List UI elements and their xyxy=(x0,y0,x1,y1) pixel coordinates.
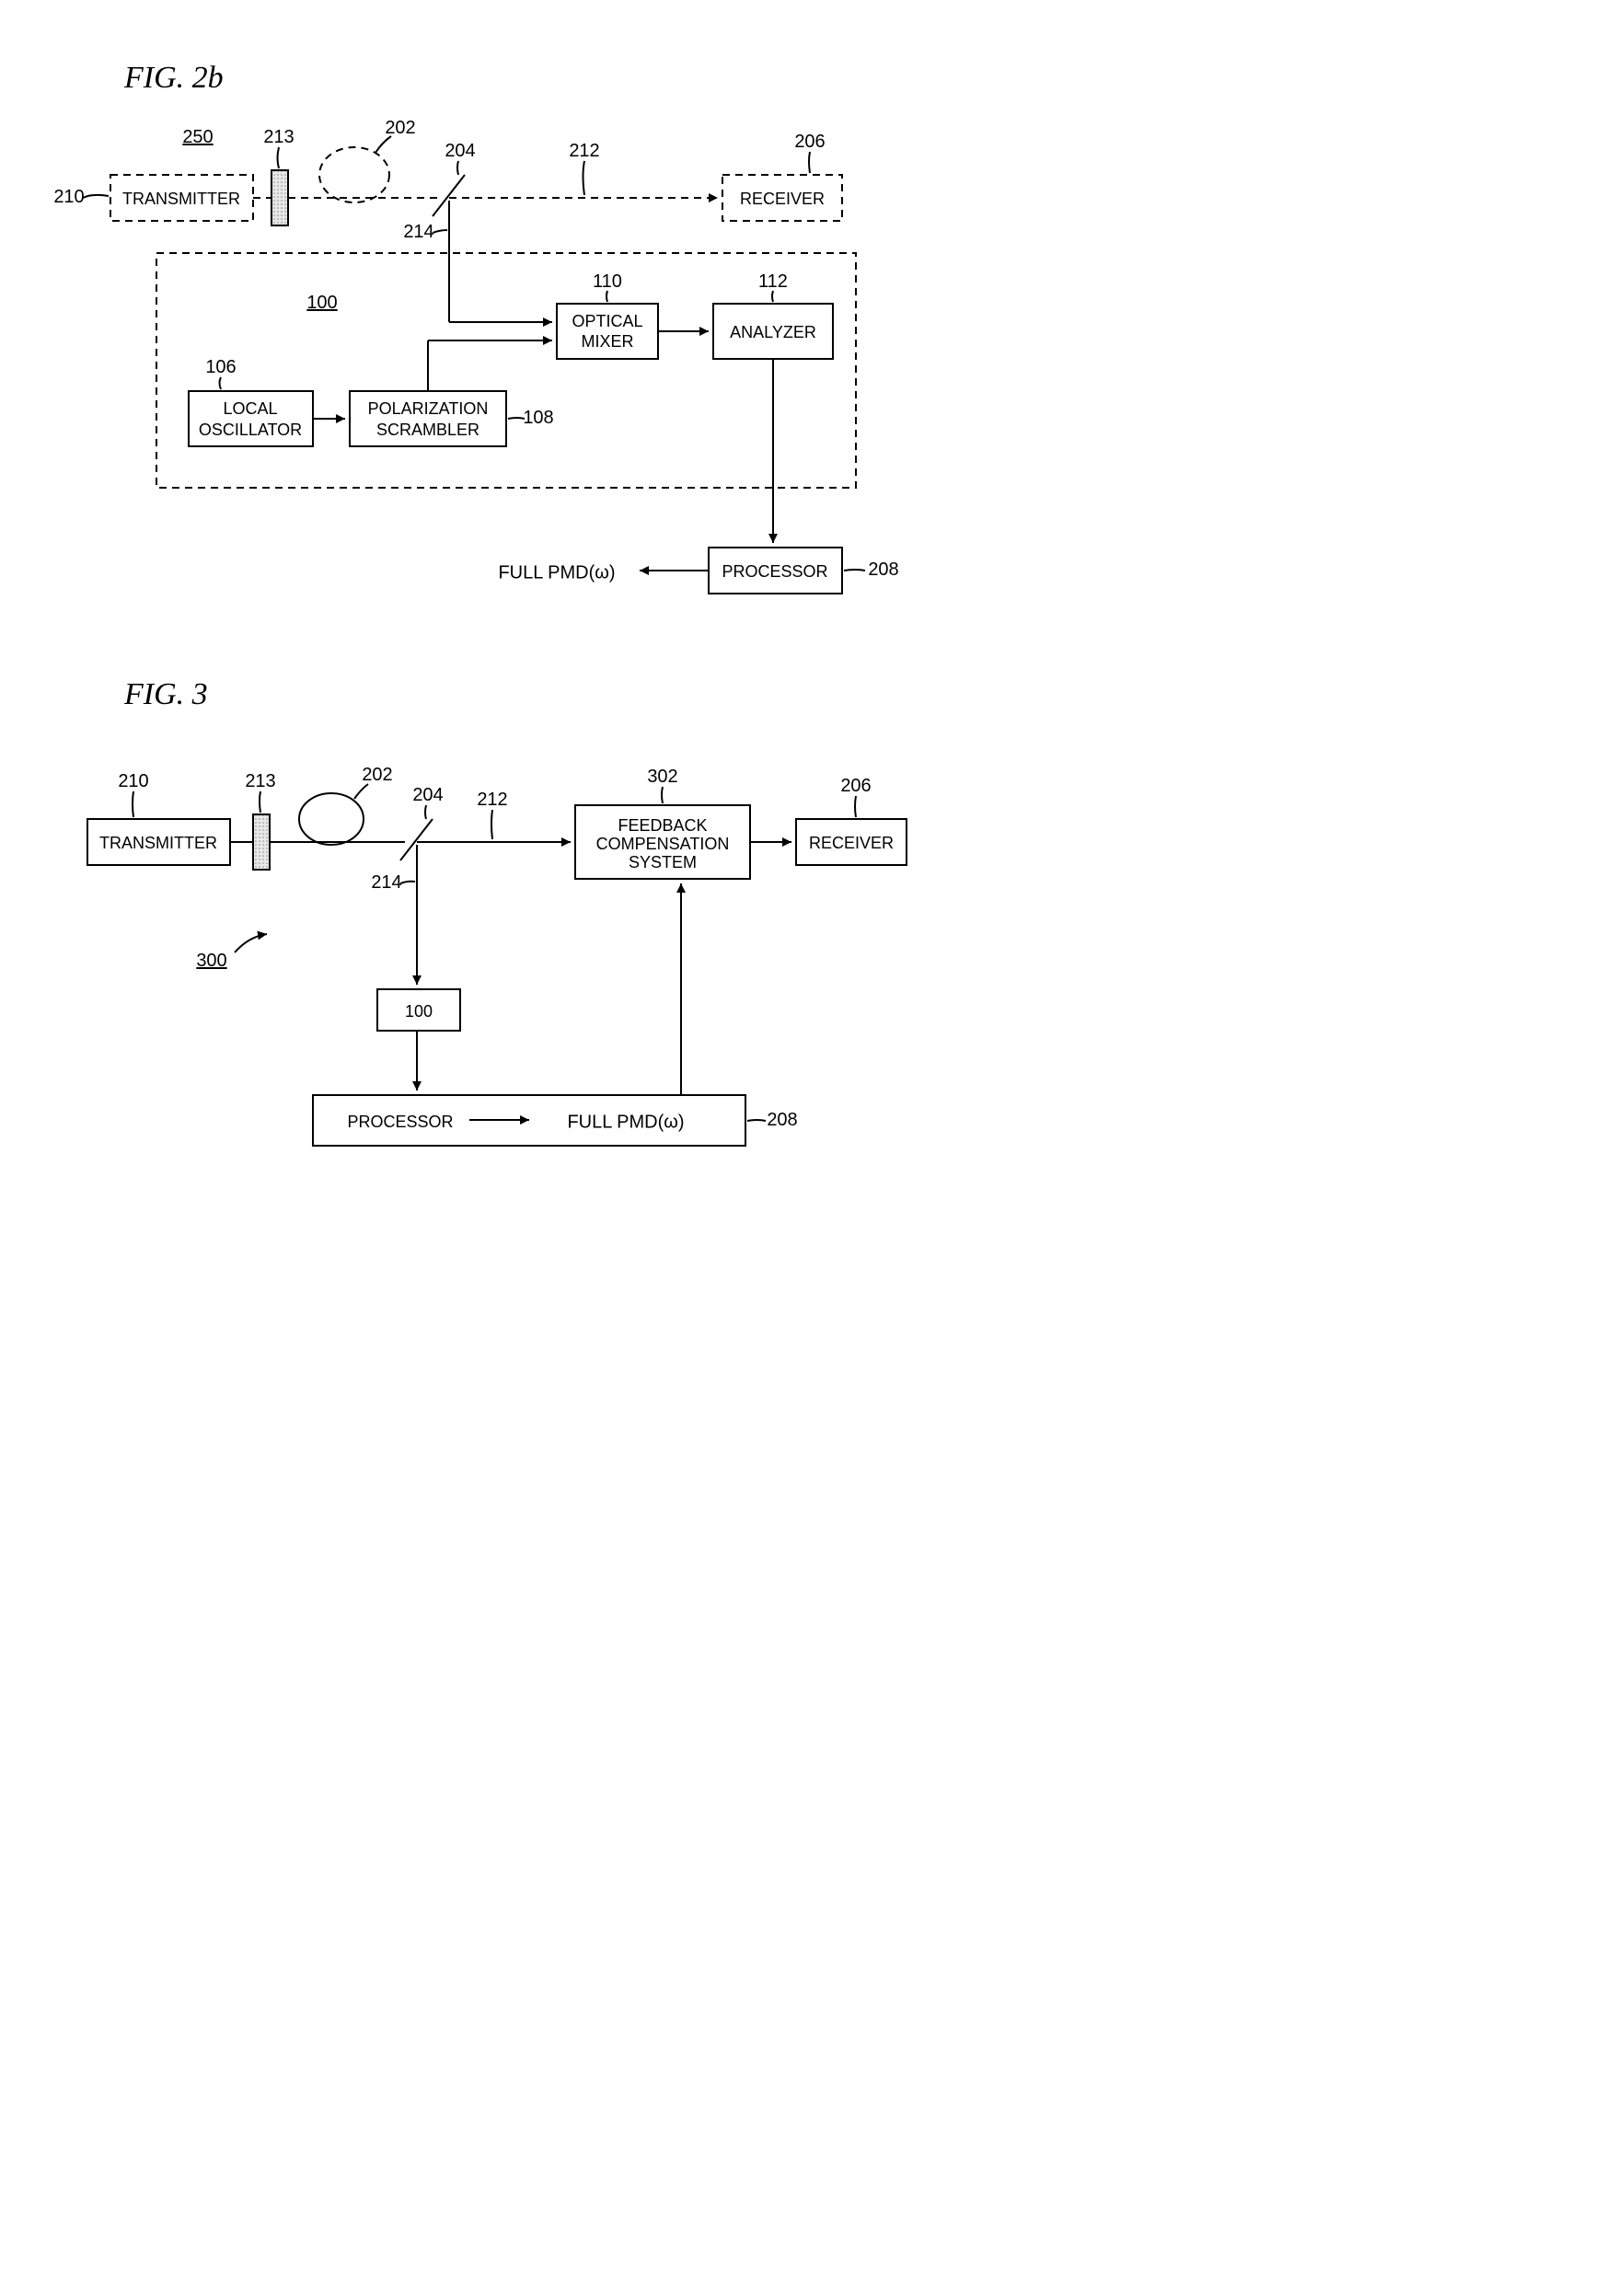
local-osc-l1: LOCAL xyxy=(223,399,277,418)
f3-leader-214 xyxy=(400,882,415,883)
output-fullpmd: FULL PMD(ω) xyxy=(498,562,615,583)
fig-3: FIG. 3 TRANSMITTER 210 213 202 204 212 F… xyxy=(87,677,907,1146)
f3-fb-l2: COMPENSATION xyxy=(596,835,730,853)
mixer-l2: MIXER xyxy=(581,332,633,351)
local-osc-l2: OSCILLATOR xyxy=(199,421,302,439)
f3-leader-302 xyxy=(662,787,663,803)
scrambler-l1: POLARIZATION xyxy=(368,399,489,418)
f3-leader-212 xyxy=(491,810,492,839)
f3-fb-l1: FEEDBACK xyxy=(618,816,707,835)
f3-receiver-label: RECEIVER xyxy=(809,834,894,852)
f3-leader-204 xyxy=(425,805,426,819)
transmitter-label: TRANSMITTER xyxy=(122,190,240,208)
fig3-title: FIG. 3 xyxy=(123,677,208,711)
fig-2b: FIG. 2b 250 TRANSMITTER 210 213 202 204 … xyxy=(53,61,898,594)
polarizer-213 xyxy=(271,170,288,225)
ref-106: 106 xyxy=(205,357,236,377)
f3-fiber-loop xyxy=(299,793,364,845)
f3-polarizer xyxy=(253,814,270,870)
f3-ref-214: 214 xyxy=(371,872,401,893)
ref-210: 210 xyxy=(53,187,84,207)
leader-110 xyxy=(606,291,607,302)
leader-208 xyxy=(844,570,865,571)
leader-214 xyxy=(433,230,447,233)
f3-leader-202 xyxy=(354,784,368,799)
ref-112: 112 xyxy=(758,271,788,292)
f3-transmitter-label: TRANSMITTER xyxy=(99,834,217,852)
f3-ref-204: 204 xyxy=(412,785,443,805)
f3-ref-213: 213 xyxy=(245,771,275,791)
ref-108: 108 xyxy=(523,408,553,428)
fiber-loop-202 xyxy=(319,147,389,202)
ref-202: 202 xyxy=(385,118,415,138)
ref-214: 214 xyxy=(403,222,433,242)
inner-box-100 xyxy=(156,253,856,488)
ref-100: 100 xyxy=(306,293,337,313)
analyzer-label: ANALYZER xyxy=(730,323,816,341)
f3-leader-206 xyxy=(855,796,856,817)
f3-box-100-label: 100 xyxy=(405,1002,433,1021)
f3-ref-210: 210 xyxy=(118,771,148,791)
f3-output: FULL PMD(ω) xyxy=(567,1112,684,1132)
mixer-l1: OPTICAL xyxy=(572,312,642,330)
ref-250: 250 xyxy=(182,127,213,147)
leader-213 xyxy=(278,147,280,168)
leader-202 xyxy=(375,136,391,153)
leader-210 xyxy=(83,195,109,198)
f3-ref-212: 212 xyxy=(477,790,507,810)
ref-204: 204 xyxy=(445,141,475,161)
f3-ref-300: 300 xyxy=(196,951,226,971)
fig2b-title: FIG. 2b xyxy=(123,61,224,95)
f3-fb-l3: SYSTEM xyxy=(629,853,697,871)
ref-212: 212 xyxy=(569,141,599,161)
ref-208: 208 xyxy=(868,560,898,580)
f3-leader-300 xyxy=(235,934,267,952)
leader-212 xyxy=(583,161,585,195)
f3-ref-202: 202 xyxy=(362,765,392,785)
leader-106 xyxy=(220,377,222,389)
processor-label: PROCESSOR xyxy=(722,562,827,581)
ref-110: 110 xyxy=(593,271,622,292)
scrambler-l2: SCRAMBLER xyxy=(376,421,479,439)
ref-213: 213 xyxy=(263,127,294,147)
leader-204 xyxy=(457,161,458,175)
leader-108 xyxy=(508,418,525,419)
receiver-label: RECEIVER xyxy=(740,190,825,208)
f3-proc-label: PROCESSOR xyxy=(347,1113,453,1131)
f3-ref-208: 208 xyxy=(767,1110,797,1130)
f3-ref-206: 206 xyxy=(840,776,871,796)
f3-ref-302: 302 xyxy=(647,767,677,787)
leader-206 xyxy=(809,152,810,173)
f3-leader-208 xyxy=(747,1120,766,1121)
diagram-canvas: FIG. 2b 250 TRANSMITTER 210 213 202 204 … xyxy=(37,37,957,1344)
ref-206: 206 xyxy=(794,132,825,152)
leader-112 xyxy=(772,291,773,302)
